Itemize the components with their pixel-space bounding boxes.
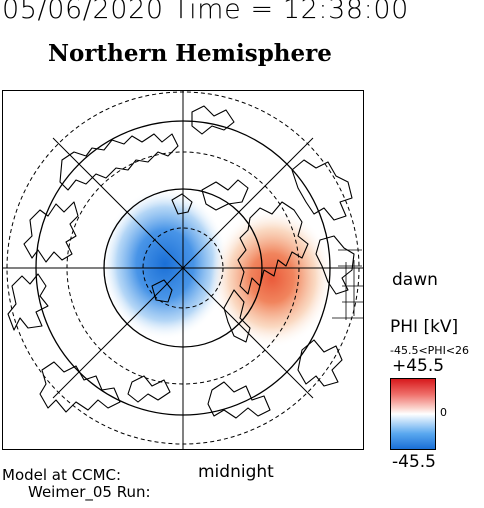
credit-line-2: Weimer_05 Run: [28, 483, 151, 501]
colorbar-min-label: -45.5 [392, 452, 436, 472]
coastline [223, 289, 251, 343]
positive-potential-cell [210, 208, 334, 348]
polar-map [2, 90, 364, 450]
coastline [151, 279, 173, 303]
header-datetime: 05/06/2020 Time = 12:38:00 [2, 0, 409, 25]
colorbar-zero-label: 0 [440, 406, 447, 419]
coastline [23, 201, 79, 263]
boundary-line [332, 249, 364, 320]
coastline [39, 361, 121, 413]
dawn-label: dawn [392, 270, 438, 290]
coastline [171, 193, 193, 215]
credit-line-1: Model at CCMC: [2, 466, 122, 484]
colorbar-range: -45.5<PHI<26 [390, 344, 470, 357]
plot-frame [2, 90, 364, 450]
colorbar-max-label: +45.5 [392, 356, 445, 376]
coastline [7, 273, 49, 331]
coastline [291, 159, 353, 221]
coastline [237, 201, 309, 295]
midnight-label: midnight [198, 462, 274, 482]
meridian-line [52, 137, 314, 399]
negative-potential-cell [101, 188, 229, 340]
colorbar-title: PHI [kV] [390, 317, 459, 337]
page-title: Northern Hemisphere [48, 40, 332, 67]
coastline [127, 375, 171, 403]
coastline [315, 235, 355, 295]
colorbar [390, 378, 436, 450]
coastline [207, 381, 271, 419]
coastline [191, 105, 235, 135]
coastline [59, 133, 179, 191]
coastline [297, 339, 343, 387]
coastline [201, 179, 249, 211]
